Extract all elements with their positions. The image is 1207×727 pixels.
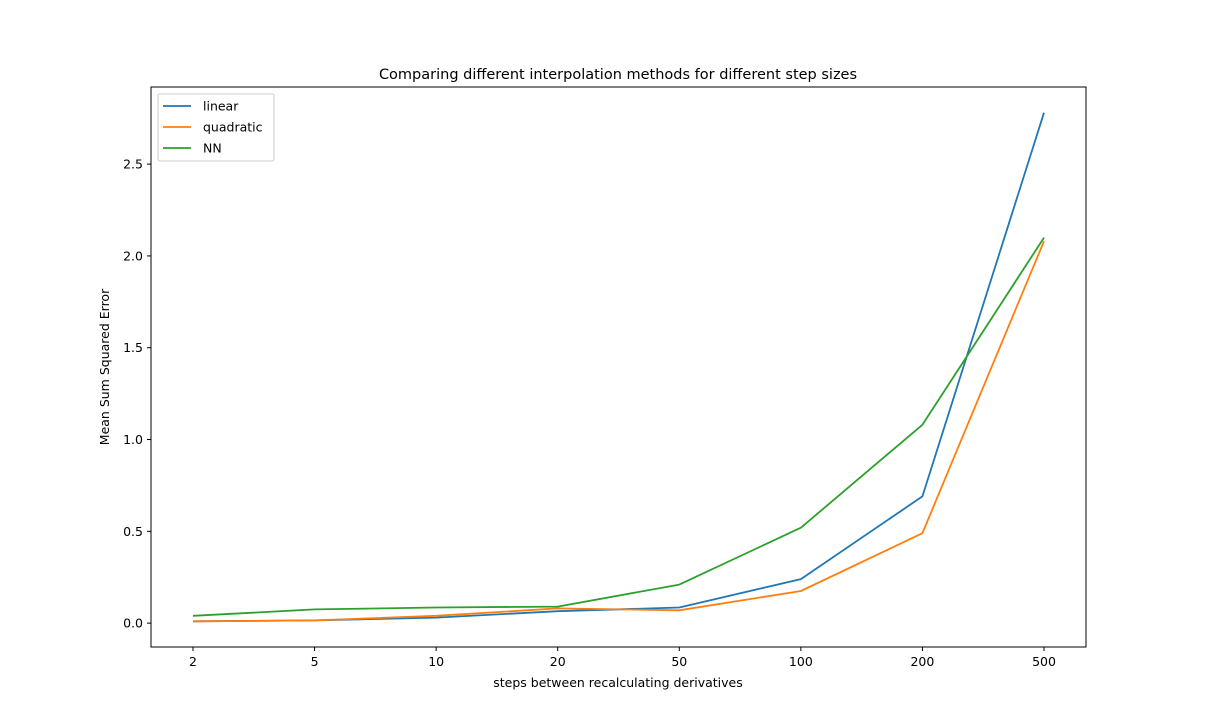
x-tick-label: 20 [550, 654, 566, 669]
x-tick-label: 50 [671, 654, 687, 669]
x-axis-label: steps between recalculating derivatives [493, 675, 743, 690]
legend-label-linear: linear [203, 99, 239, 114]
series-line-nn [192, 237, 1045, 617]
legend-label-nn: NN [203, 141, 222, 156]
legend-frame [157, 93, 275, 162]
y-tick-label: 2.5 [123, 157, 143, 172]
y-tick-label: 1.5 [123, 340, 143, 355]
axes-frame [150, 86, 1087, 648]
legend-label-quadratic: quadratic [203, 120, 263, 135]
x-tick-label: 10 [428, 654, 444, 669]
x-tick-label: 500 [1032, 654, 1056, 669]
series-line-quadratic [192, 240, 1045, 623]
plot-area [192, 112, 1045, 623]
x-tick-label: 200 [910, 654, 934, 669]
x-tick-label: 100 [789, 654, 813, 669]
y-tick-label: 1.0 [123, 432, 143, 447]
x-tick-label: 5 [311, 654, 319, 669]
x-tick-label: 2 [189, 654, 197, 669]
legend-entries: linear quadratic NN [163, 99, 263, 156]
y-tick-label: 0.0 [123, 616, 143, 631]
x-axis: 2 5 10 20 50 100 200 500 [189, 647, 1056, 669]
legend: linear quadratic NN [157, 93, 275, 162]
y-axis: 0.0 0.5 1.0 1.5 2.0 2.5 [123, 157, 151, 631]
y-tick-label: 2.0 [123, 248, 143, 263]
y-axis-label: Mean Sum Squared Error [97, 288, 112, 445]
y-tick-label: 0.5 [123, 524, 143, 539]
chart-title: Comparing different interpolation method… [379, 67, 857, 83]
